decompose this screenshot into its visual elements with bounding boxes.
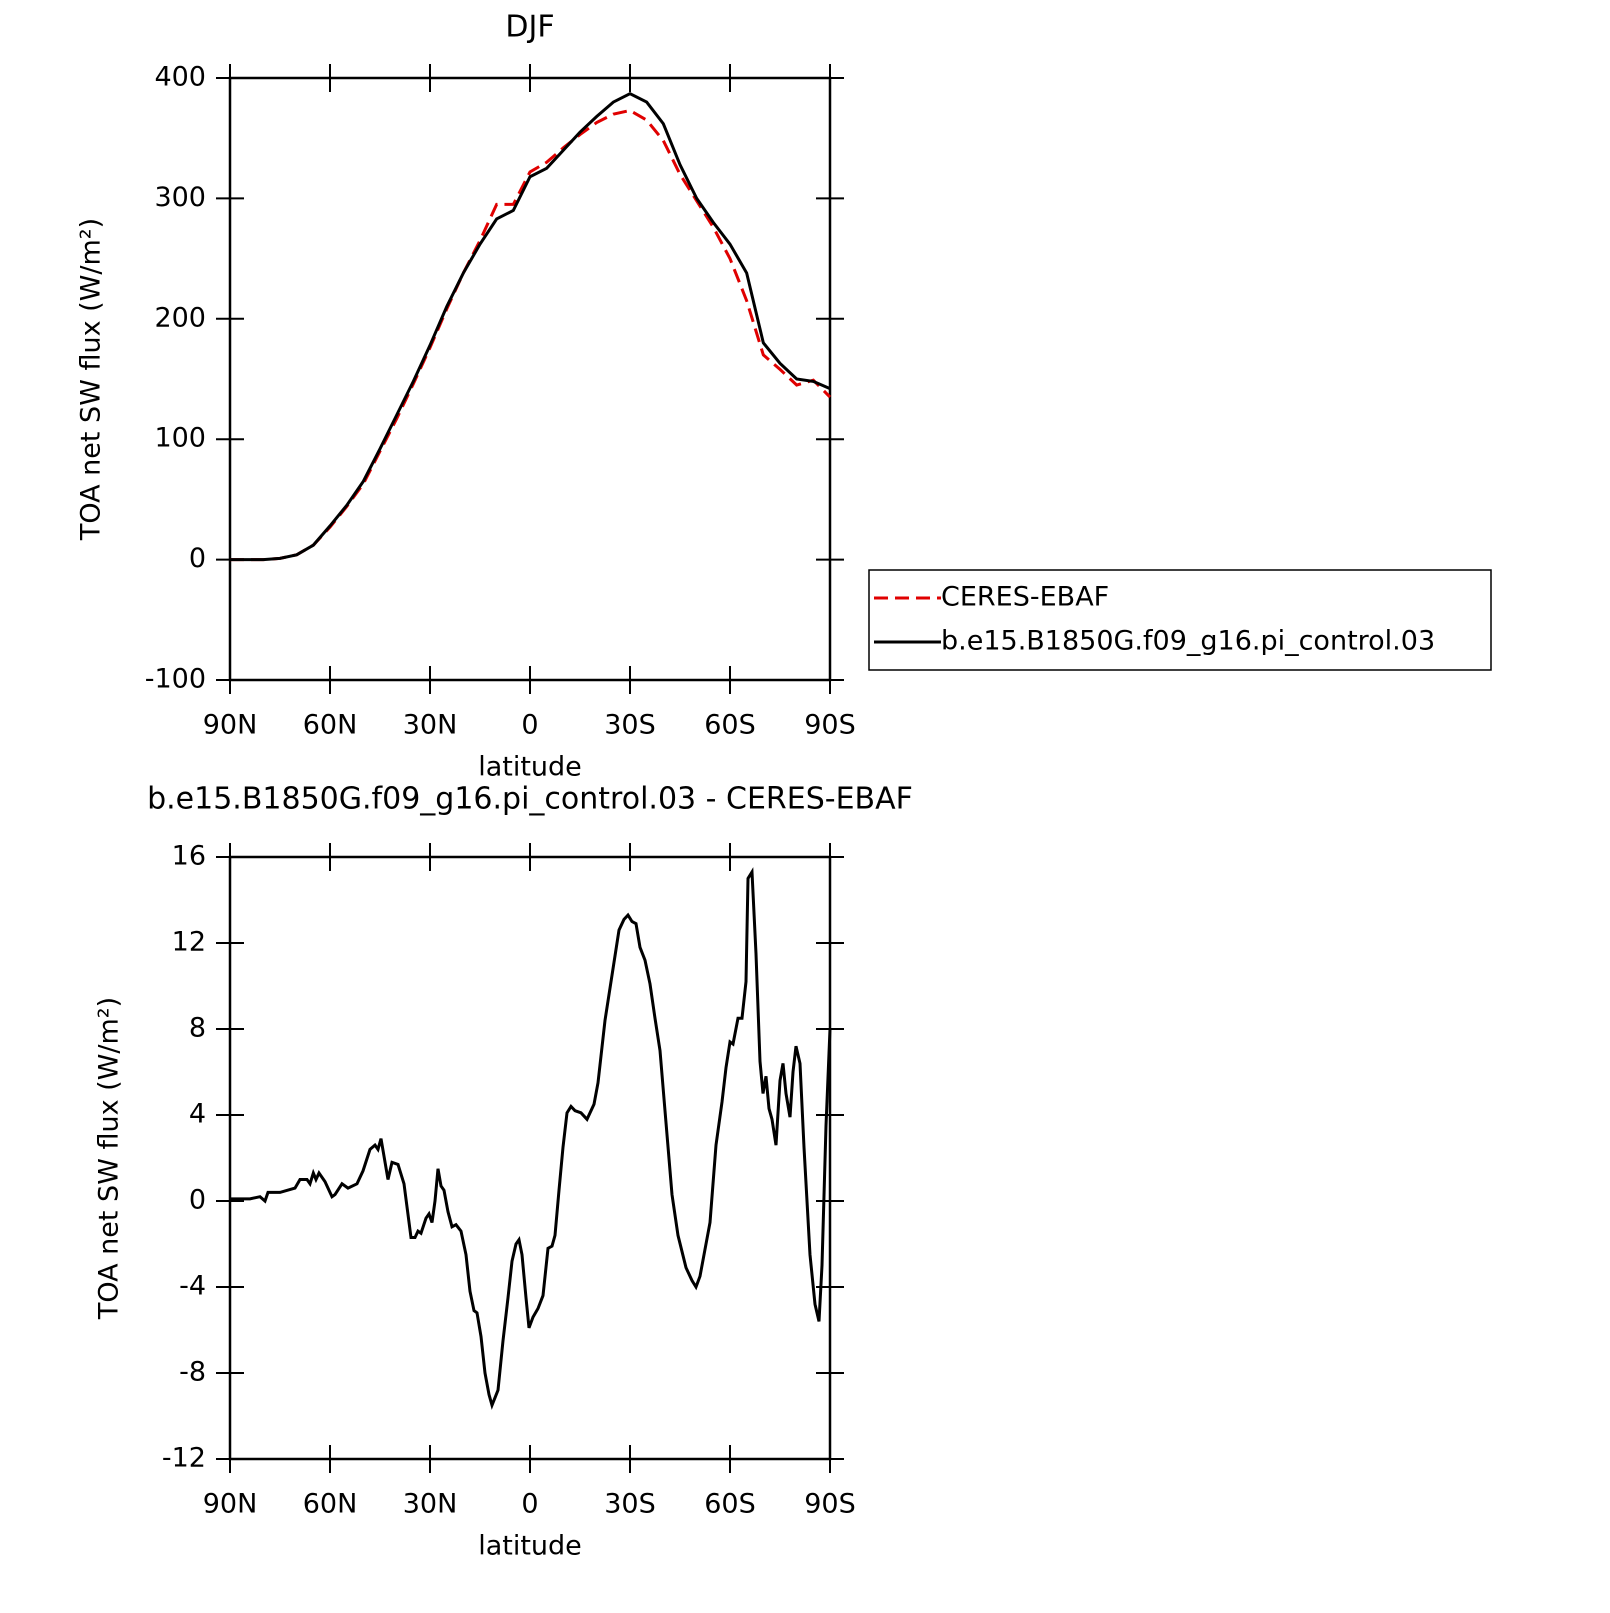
x-tick-label: 0 — [521, 710, 538, 741]
y-tick-label: -8 — [179, 1357, 206, 1388]
x-tick-label: 90S — [804, 710, 856, 741]
plot-frame — [228, 76, 832, 682]
x-tick-label: 90N — [203, 1489, 258, 1520]
chart-title: DJF — [505, 10, 554, 45]
legend-label: CERES-EBAF — [941, 582, 1109, 613]
y-tick-label: 0 — [189, 543, 206, 574]
x-axis-label: latitude — [478, 752, 582, 783]
y-tick-label: -100 — [145, 664, 206, 695]
y-tick-label: 8 — [189, 1013, 206, 1044]
x-tick-label: 30N — [403, 1489, 458, 1520]
x-tick-label: 60S — [704, 710, 756, 741]
x-tick-label: 60S — [704, 1489, 756, 1520]
y-axis-label: TOA net SW flux (W/m²) — [94, 997, 125, 1320]
y-tick-label: 4 — [189, 1099, 206, 1130]
y-tick-label: -4 — [179, 1271, 206, 1302]
x-tick-label: 30S — [604, 1489, 656, 1520]
y-tick-label: -12 — [162, 1443, 206, 1474]
x-tick-label: 90S — [804, 1489, 856, 1520]
x-axis-label: latitude — [478, 1531, 582, 1562]
y-tick-label: 200 — [154, 302, 206, 333]
y-tick-label: 400 — [154, 62, 206, 93]
y-tick-label: 12 — [172, 927, 206, 958]
data-line — [230, 867, 832, 1410]
y-tick-label: 16 — [172, 841, 206, 872]
y-axis-label: TOA net SW flux (W/m²) — [76, 218, 107, 541]
y-tick-label: 300 — [154, 182, 206, 213]
legend-label: b.e15.B1850G.f09_g16.pi_control.03 — [941, 626, 1435, 657]
y-tick-label: 0 — [189, 1185, 206, 1216]
plot-frame — [228, 855, 832, 1461]
data-line — [230, 91, 831, 562]
x-tick-label: 30N — [403, 710, 458, 741]
legend-box — [868, 569, 1492, 671]
x-tick-label: 90N — [203, 710, 258, 741]
x-tick-label: 60N — [303, 1489, 358, 1520]
x-tick-label: 60N — [303, 710, 358, 741]
x-tick-label: 0 — [521, 1489, 538, 1520]
x-tick-label: 30S — [604, 710, 656, 741]
chart-title: b.e15.B1850G.f09_g16.pi_control.03 - CER… — [147, 782, 913, 817]
y-tick-label: 100 — [154, 423, 206, 454]
